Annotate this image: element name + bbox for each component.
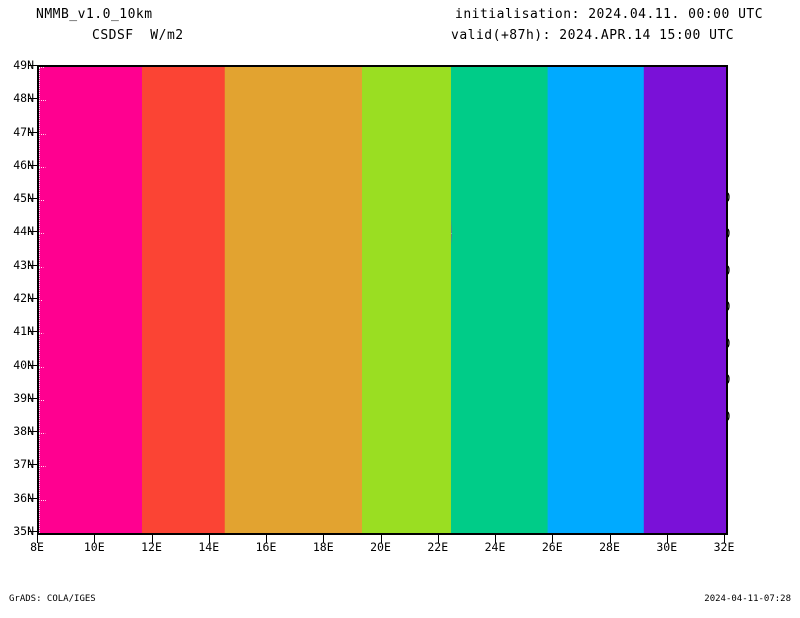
colour-band [43, 67, 143, 533]
lon-tick-mark [609, 535, 611, 543]
lon-tick-label: 16E [255, 540, 277, 554]
lon-tick-label: 20E [370, 540, 391, 554]
lat-tick-mark [29, 231, 37, 233]
generation-timestamp: 2024-04-11-07:28 [704, 594, 791, 604]
lat-tick-mark [29, 65, 37, 66]
lat-tick-label: 35N [13, 524, 34, 538]
lat-tick-label: 43N [13, 257, 34, 272]
lon-tick-mark [666, 535, 668, 543]
lon-tick-label: 14E [198, 540, 220, 554]
lon-tick-label: 8E [30, 540, 44, 554]
lat-tick-label: 47N [13, 124, 34, 139]
lat-tick-label: 48N [13, 91, 34, 106]
lon-tick-mark [552, 535, 554, 543]
lon-tick-mark [151, 535, 153, 543]
lon-tick-label: 32E [713, 540, 735, 554]
lat-tick-mark [29, 431, 37, 433]
lon-tick-mark [323, 535, 325, 543]
lat-tick-mark [29, 397, 37, 399]
lat-tick-mark [29, 131, 37, 133]
lat-tick-label: 46N [13, 157, 34, 172]
credit-label: GrADS: COLA/IGES [9, 594, 96, 604]
lon-tick-mark [437, 535, 439, 543]
lon-tick-mark [266, 535, 267, 543]
lat-tick-label: 42N [13, 291, 34, 305]
gridline-horizontal [39, 533, 726, 534]
lon-tick-label: 24E [484, 540, 506, 554]
lat-tick-label: 38N [13, 424, 34, 439]
lat-tick-label: 45N [13, 191, 34, 206]
lat-tick-mark [29, 464, 37, 466]
lat-tick-mark [29, 198, 37, 200]
lon-tick-mark [94, 535, 96, 543]
lat-tick-label: 39N [13, 390, 34, 405]
lon-tick-mark [380, 535, 382, 543]
lat-tick-label: 36N [13, 490, 34, 505]
map-plot-area [37, 65, 728, 535]
lat-tick-mark [29, 98, 37, 100]
lon-tick-label: 10E [83, 540, 105, 554]
lat-tick-mark [29, 164, 37, 166]
colour-band-layer [39, 67, 726, 533]
lon-tick-label: 22E [427, 540, 449, 554]
lat-tick-label: 40N [13, 357, 34, 372]
lon-tick-mark [208, 535, 210, 543]
lat-tick-mark [29, 497, 37, 499]
valid-time: valid(+87h): 2024.APR.14 15:00 UTC [451, 28, 735, 43]
lat-tick-mark [29, 364, 37, 366]
lon-tick-label: 30E [656, 540, 678, 554]
initialisation-time: initialisation: 2024.04.11. 00:00 UTC [455, 7, 764, 22]
lat-tick-label: 37N [13, 457, 34, 472]
lat-tick-mark [29, 331, 37, 333]
lon-tick-label: 28E [599, 540, 620, 554]
lat-tick-mark [29, 298, 37, 299]
lon-tick-label: 26E [541, 540, 563, 554]
model-title: NMMB_v1.0_10km [36, 7, 153, 22]
lon-tick-label: 12E [141, 540, 162, 554]
lat-tick-label: 41N [13, 324, 34, 339]
variable-title: CSDSF W/m2 [92, 28, 184, 43]
lon-tick-mark [724, 535, 725, 543]
lat-tick-mark [29, 264, 37, 266]
lat-tick-label: 44N [13, 224, 34, 239]
lon-tick-label: 18E [312, 540, 334, 554]
lon-tick-mark [37, 535, 38, 543]
lon-tick-mark [495, 535, 496, 543]
lat-tick-mark [29, 531, 37, 532]
lat-tick-label: 49N [13, 58, 34, 72]
